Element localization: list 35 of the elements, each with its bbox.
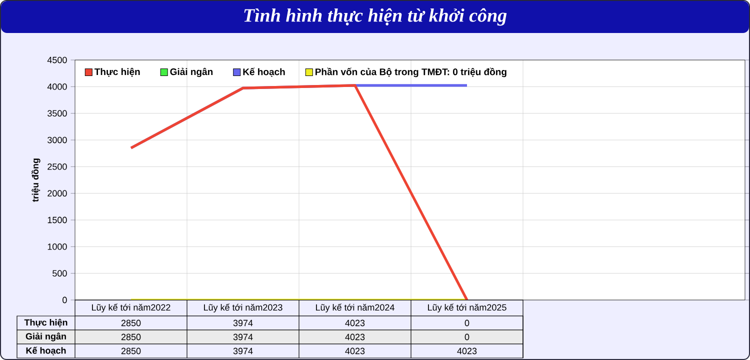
data-label: 4023: [345, 320, 365, 326]
y-tick-label: 3000: [48, 136, 67, 144]
data-label: 4023: [345, 348, 365, 354]
text: 4023: [345, 334, 365, 340]
data-label: 4023: [457, 348, 477, 354]
y-tick-label: 1000: [48, 243, 67, 250]
text: Kế hoạch: [26, 346, 66, 356]
text: Giải ngân: [26, 332, 66, 342]
y-tick-label: 4000: [47, 83, 67, 90]
legend-label: Kế hoạch: [243, 68, 285, 77]
legend-label: Phần vốn của Bộ trong TMĐT: 0 triệu đồng: [316, 68, 506, 78]
chart-title: Tình hình thực hiện từ khởi công: [244, 8, 507, 26]
y-axis-title: triệu đồng: [31, 158, 40, 202]
legend-label: Thực hiện: [94, 68, 140, 77]
y-tick-label: 2500: [48, 163, 67, 170]
data-label: 2850: [121, 320, 141, 326]
y-tick-label: 3500: [48, 110, 67, 117]
text: 2850: [121, 334, 141, 340]
x-tick-label: Lũy kế tới năm2023: [204, 304, 282, 312]
data-label: 2850: [121, 348, 141, 354]
x-tick-label: Lũy kế tới năm2025: [428, 304, 506, 312]
data-label: 3974: [233, 320, 253, 326]
legend-label: Giải ngân: [170, 68, 213, 78]
x-tick-label: Lũy kế tới năm2024: [316, 304, 394, 312]
y-tick-label: 1500: [48, 216, 67, 224]
text: 0: [464, 334, 470, 340]
y-tick-label: 500: [52, 270, 67, 277]
text: Thực hiện: [24, 318, 68, 328]
data-label: 0: [464, 320, 470, 326]
y-tick-label: 0: [62, 296, 67, 304]
text: 3974: [233, 334, 253, 340]
data-label: 3974: [233, 348, 253, 354]
y-tick-label: 4500: [47, 56, 67, 64]
y-tick-label: 2000: [48, 190, 67, 197]
x-tick-label: Lũy kế tới năm2022: [92, 304, 170, 312]
